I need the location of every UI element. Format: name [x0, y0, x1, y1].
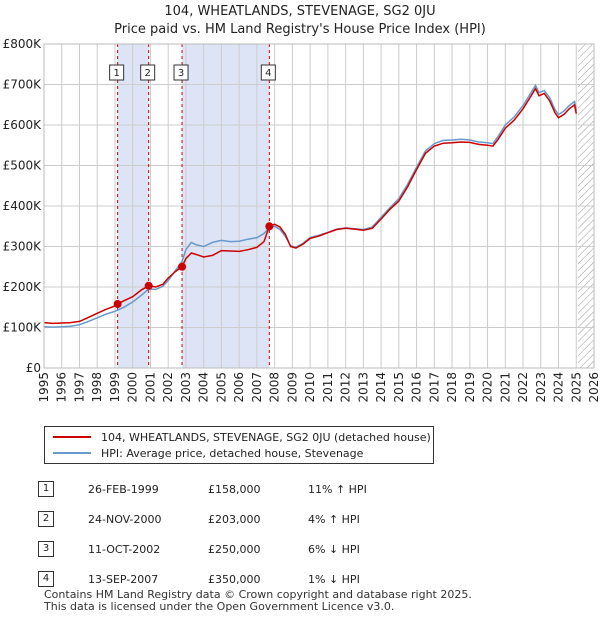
- x-tick-label: 2001: [143, 372, 157, 403]
- x-tick-label: 2019: [463, 372, 477, 403]
- transaction-number-badge: 2: [38, 511, 54, 527]
- sale-point: [178, 262, 187, 271]
- y-tick-label: £300K: [3, 240, 43, 254]
- x-tick-label: 2000: [126, 372, 140, 403]
- sale-badge: [109, 64, 125, 81]
- x-tick-label: 2024: [552, 372, 566, 403]
- y-tick-label: £600K: [3, 118, 43, 132]
- transaction-number-badge: 4: [38, 571, 54, 587]
- x-tick-label: 2004: [197, 372, 211, 403]
- x-tick-label: 1999: [108, 372, 122, 403]
- transaction-price: £350,000: [208, 572, 261, 586]
- chart-legend: 104, WHEATLANDS, STEVENAGE, SG2 0JU (det…: [44, 426, 434, 464]
- y-tick-label: £400K: [3, 199, 43, 213]
- sale-badge-label: 4: [265, 68, 271, 79]
- transaction-hpi-change: 6% ↓ HPI: [308, 542, 360, 556]
- sale-badge-label: 2: [144, 68, 150, 79]
- x-tick-label: 2009: [285, 372, 299, 403]
- transactions-table: 1 26-FEB-1999 £158,000 11% ↑ HPI 2 24-NO…: [38, 474, 408, 594]
- sale-point: [265, 222, 274, 231]
- footer-licence: This data is licensed under the Open Gov…: [44, 600, 395, 613]
- x-tick-label: 1995: [37, 372, 51, 403]
- transaction-hpi-change: 4% ↑ HPI: [308, 512, 360, 526]
- x-tick-label: 2013: [356, 372, 370, 403]
- x-tick-label: 2006: [232, 372, 246, 403]
- x-tick-label: 2011: [321, 372, 335, 403]
- price-chart: 1 2 3 4 £0 £100K £200K £300K £400K £500K £600K £70…: [3, 37, 600, 403]
- table-row: 4 13-SEP-2007 £350,000 1% ↓ HPI: [38, 564, 408, 594]
- footer-copyright: Contains HM Land Registry data © Crown c…: [44, 588, 472, 601]
- y-tick-label: £700K: [3, 78, 43, 92]
- property-price-line: [43, 87, 578, 325]
- legend-label-property: 104, WHEATLANDS, STEVENAGE, SG2 0JU (det…: [101, 430, 431, 444]
- x-tick-label: 2026: [587, 372, 600, 403]
- y-tick-label: £100K: [3, 321, 43, 335]
- x-tick-label: 1996: [55, 372, 69, 403]
- x-tick-label: 2007: [250, 372, 264, 403]
- x-tick-label: 2008: [268, 372, 282, 403]
- transaction-hpi-change: 1% ↓ HPI: [308, 572, 360, 586]
- sale-badge-label: 3: [178, 68, 184, 79]
- footer-notice: Contains HM Land Registry data © Crown c…: [44, 589, 472, 613]
- x-tick-label: 2020: [481, 372, 495, 403]
- x-tick-label: 2023: [534, 372, 548, 403]
- x-tick-label: 2015: [392, 372, 406, 403]
- x-tick-label: 2002: [161, 372, 175, 403]
- transaction-price: £158,000: [208, 482, 261, 496]
- sale-point: [113, 300, 122, 309]
- chart-subtitle: Price paid vs. HM Land Registry's House …: [114, 22, 486, 37]
- x-tick-label: 2022: [516, 372, 530, 403]
- table-row: 2 24-NOV-2000 £203,000 4% ↑ HPI: [38, 504, 408, 534]
- sale-point: [144, 281, 153, 290]
- sale-badge: [140, 64, 156, 81]
- table-row: 1 26-FEB-1999 £158,000 11% ↑ HPI: [38, 474, 408, 504]
- x-tick-label: 1997: [72, 372, 86, 403]
- x-tick-label: 2003: [179, 372, 193, 403]
- legend-item-hpi: HPI: Average price, detached house, Stev…: [53, 446, 363, 460]
- transaction-number-badge: 1: [38, 481, 54, 497]
- sale-badge: [173, 64, 189, 81]
- x-tick-label: 2021: [498, 372, 512, 403]
- transaction-price: £203,000: [208, 512, 261, 526]
- chart-title: 104, WHEATLANDS, STEVENAGE, SG2 0JU: [164, 4, 436, 19]
- y-tick-label: £0: [26, 361, 41, 375]
- x-tick-label: 2010: [303, 372, 317, 403]
- transaction-number-badge: 3: [38, 541, 54, 557]
- transaction-date: 13-SEP-2007: [88, 572, 159, 586]
- x-tick-label: 1998: [90, 372, 104, 403]
- sale-badge: [260, 64, 276, 81]
- transaction-price: £250,000: [208, 542, 261, 556]
- transaction-hpi-change: 11% ↑ HPI: [308, 482, 367, 496]
- legend-label-hpi: HPI: Average price, detached house, Stev…: [101, 446, 364, 460]
- transaction-date: 24-NOV-2000: [88, 512, 162, 526]
- transaction-date: 11-OCT-2002: [88, 542, 161, 556]
- x-tick-label: 2017: [427, 372, 441, 403]
- plot-frame: [43, 43, 595, 369]
- legend-swatch-property: [53, 436, 91, 438]
- x-tick-label: 2005: [214, 372, 228, 403]
- sale-badge-label: 1: [113, 68, 119, 79]
- y-tick-label: £200K: [3, 280, 43, 294]
- x-tick-label: 2018: [445, 372, 459, 403]
- y-tick-label: £500K: [3, 159, 43, 173]
- x-tick-label: 2012: [339, 372, 353, 403]
- legend-swatch-hpi: [53, 452, 91, 454]
- legend-item-property: 104, WHEATLANDS, STEVENAGE, SG2 0JU (det…: [53, 430, 431, 444]
- x-tick-label: 2025: [569, 372, 583, 403]
- transaction-date: 26-FEB-1999: [88, 482, 159, 496]
- x-tick-label: 2016: [410, 372, 424, 403]
- table-row: 3 11-OCT-2002 £250,000 6% ↓ HPI: [38, 534, 408, 564]
- x-tick-label: 2014: [374, 372, 388, 403]
- y-tick-label: £800K: [3, 37, 43, 51]
